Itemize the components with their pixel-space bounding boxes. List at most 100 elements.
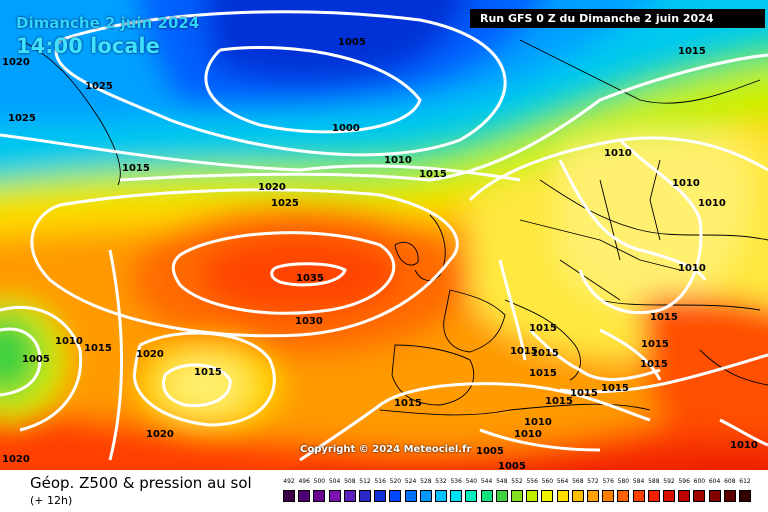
legend-value: 512 (359, 478, 371, 485)
isobar-label: 1015 (84, 343, 112, 354)
isobar-label: 1015 (531, 348, 559, 359)
legend-swatch (450, 490, 463, 502)
legend-swatch (343, 490, 356, 502)
legend-value: 560 (541, 478, 554, 485)
isobar-label: 1020 (136, 349, 164, 360)
isobar-label: 1005 (476, 446, 504, 457)
legend-swatch (723, 490, 736, 502)
isobar-label: 1010 (672, 178, 700, 189)
color-legend: 492 496 500 504 508 512 516 520 524 528 532 536 540 5… (283, 478, 753, 504)
legend-swatch (617, 490, 630, 502)
legend-value: 492 (283, 478, 295, 485)
isobar-label: 1005 (338, 37, 366, 48)
legend-value: 516 (374, 478, 386, 485)
legend-swatch (693, 490, 706, 502)
footer: Géop. Z500 & pression au sol (+ 12h) 492… (0, 470, 768, 512)
legend-value: 496 (298, 478, 310, 485)
isobar-label: 1015 (650, 312, 678, 323)
legend-swatch (404, 490, 417, 502)
run-label: Run GFS 0 Z du Dimanche 2 juin 2024 (470, 9, 765, 28)
legend-value: 592 (663, 478, 675, 485)
geopotential-field (0, 0, 768, 470)
legend-swatch (587, 490, 599, 502)
isobar-label: 1015 (194, 367, 222, 378)
legend-swatch (556, 490, 569, 502)
legend-swatch (389, 490, 402, 502)
legend-swatch (359, 490, 371, 502)
weather-map: Dimanche 2 juin 2024 14:00 locale Run GF… (0, 0, 768, 470)
legend-swatch (511, 490, 523, 502)
legend-value: 548 (496, 478, 508, 485)
legend-swatch (283, 490, 295, 502)
isobar-label: 1015 (419, 169, 447, 180)
legend-value: 532 (435, 478, 447, 485)
isobar-label: 1010 (698, 198, 726, 209)
map-title: Géop. Z500 & pression au sol (30, 474, 252, 492)
copyright-label: Copyright © 2024 Meteociel.fr (300, 444, 472, 455)
legend-swatch (602, 490, 615, 502)
isobar-label: 1015 (678, 46, 706, 57)
isobar-label: 1020 (146, 429, 174, 440)
legend-value: 552 (511, 478, 523, 485)
date-label: Dimanche 2 juin 2024 (16, 14, 200, 32)
isobar-label: 1000 (332, 123, 360, 134)
legend-swatch (465, 490, 478, 502)
isobar-label: 1010 (524, 417, 552, 428)
isobar-label: 1010 (678, 263, 706, 274)
isobar-label: 1020 (2, 454, 30, 465)
legend-swatch (495, 490, 508, 502)
legend-value: 540 (465, 478, 478, 485)
isobar-label: 1010 (730, 440, 758, 451)
legend-value: 544 (480, 478, 493, 485)
isobar-label: 1015 (122, 163, 150, 174)
legend-value: 520 (389, 478, 402, 485)
legend-value: 500 (313, 478, 326, 485)
legend-value: 556 (526, 478, 538, 485)
legend-swatch (739, 490, 751, 502)
legend-swatch (480, 490, 493, 502)
legend-value: 580 (617, 478, 630, 485)
isobar-label: 1015 (601, 383, 629, 394)
isobar-label: 1025 (271, 198, 299, 209)
isobar-label: 1015 (640, 359, 668, 370)
isobar-label: 1015 (510, 346, 538, 357)
legend-swatch (571, 490, 584, 502)
legend-swatch (374, 490, 387, 502)
legend-value: 596 (678, 478, 690, 485)
legend-value: 568 (572, 478, 584, 485)
isobar-label: 1015 (529, 323, 557, 334)
legend-swatch (298, 490, 311, 502)
legend-value: 536 (450, 478, 462, 485)
legend-swatch (419, 490, 432, 502)
legend-swatch (541, 490, 554, 502)
legend-value: 524 (404, 478, 417, 485)
legend-value: 508 (344, 478, 356, 485)
legend-swatch (632, 490, 645, 502)
legend-value: 504 (328, 478, 341, 485)
isobars (0, 10, 768, 462)
isobar-label: 1005 (498, 461, 526, 471)
legend-value: 528 (420, 478, 432, 485)
legend-swatch (435, 490, 447, 502)
isobar-label: 1015 (529, 368, 557, 379)
isobar-label: 1015 (394, 398, 422, 409)
isobar-label: 1020 (258, 182, 286, 193)
isobar-label: 1010 (604, 148, 632, 159)
legend-value: 600 (693, 478, 706, 485)
legend-value: 576 (602, 478, 614, 485)
isobar-label: 1025 (8, 113, 36, 124)
isobar-label: 1020 (2, 57, 30, 68)
legend-swatch (526, 490, 539, 502)
legend-swatch (678, 490, 691, 502)
forecast-offset: (+ 12h) (30, 494, 73, 507)
time-label: 14:00 locale (16, 34, 160, 58)
isobar-label: 1035 (296, 273, 324, 284)
legend-value: 584 (632, 478, 645, 485)
legend-swatch (313, 490, 326, 502)
legend-swatch (663, 490, 675, 502)
isobar-label: 1030 (295, 316, 323, 327)
map-canvas (0, 0, 768, 470)
isobar-label: 1025 (85, 81, 113, 92)
legend-value: 604 (708, 478, 721, 485)
legend-swatch (647, 490, 660, 502)
